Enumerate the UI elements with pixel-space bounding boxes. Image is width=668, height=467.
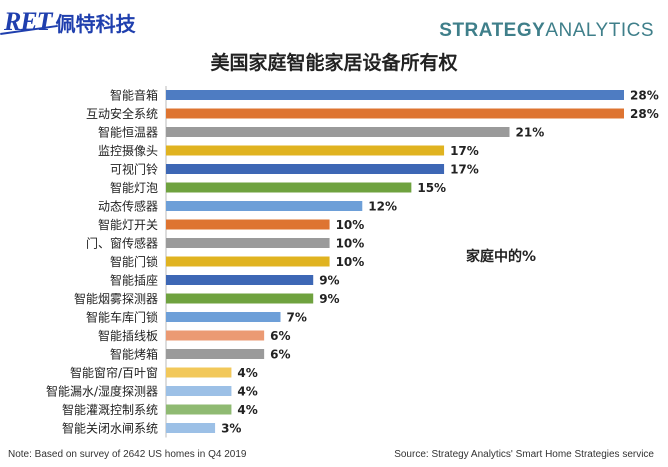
bar <box>166 312 281 322</box>
chart-title: 美国家庭智能家居设备所有权 <box>210 52 458 74</box>
bar <box>166 330 265 341</box>
bar <box>166 90 624 100</box>
value-label: 10% <box>336 255 365 269</box>
bar <box>166 201 363 211</box>
logo-text: 佩特科技 <box>55 11 136 36</box>
value-label: 4% <box>237 366 257 380</box>
category-label: 智能插线板 <box>98 328 158 343</box>
brand-part2: ANALYTICS <box>545 20 654 41</box>
bar <box>166 238 330 248</box>
value-label: 7% <box>287 311 307 325</box>
category-label: 互动安全系统 <box>86 106 158 121</box>
source-note: Source: Strategy Analytics' Smart Home S… <box>394 449 654 460</box>
category-label: 智能插座 <box>110 273 158 288</box>
category-label: 智能灯泡 <box>110 180 158 195</box>
logo-mark: RET <box>4 7 53 36</box>
value-label: 6% <box>270 329 290 343</box>
category-label: 动态传感器 <box>98 199 158 214</box>
category-label: 监控摄像头 <box>98 143 158 158</box>
value-label: 4% <box>237 385 257 399</box>
category-label: 智能窗帘/百叶窗 <box>70 365 158 380</box>
bar <box>166 127 510 137</box>
bar <box>166 219 330 230</box>
category-label: 智能灯开关 <box>98 217 158 232</box>
category-label: 智能关闭水闸系统 <box>62 421 158 436</box>
brand-wordmark: STRATEGYANALYTICS <box>439 20 654 42</box>
category-label: 门、窗传感器 <box>86 236 158 251</box>
value-label: 21% <box>516 126 545 140</box>
category-label: 智能烟雾探测器 <box>74 291 158 306</box>
value-label: 17% <box>450 144 479 158</box>
bar <box>166 293 314 304</box>
value-label: 9% <box>319 274 339 288</box>
category-label: 智能烤箱 <box>110 347 158 362</box>
company-logo: RET 佩特科技 <box>4 2 136 42</box>
category-label: 智能灌溉控制系统 <box>62 402 158 417</box>
value-label: 28% <box>630 89 659 103</box>
value-label: 9% <box>319 292 339 306</box>
bar <box>166 386 232 396</box>
bar <box>166 404 232 415</box>
bar <box>166 349 265 359</box>
value-label: 6% <box>270 348 290 362</box>
value-label: 10% <box>336 218 365 232</box>
bar <box>166 164 445 174</box>
category-label: 智能恒温器 <box>98 125 158 140</box>
bar <box>166 182 412 193</box>
category-label: 可视门铃 <box>110 162 158 177</box>
unit-label: 家庭中的% <box>466 249 537 265</box>
value-label: 28% <box>630 107 659 121</box>
category-label: 智能门锁 <box>110 254 158 269</box>
value-label: 3% <box>221 422 241 436</box>
bar <box>166 367 232 378</box>
category-label: 智能音箱 <box>110 88 158 103</box>
brand-part1: STRATEGY <box>439 20 546 41</box>
value-label: 12% <box>368 200 397 214</box>
bar <box>166 275 314 285</box>
value-label: 10% <box>336 237 365 251</box>
bar <box>166 108 624 119</box>
value-label: 4% <box>237 403 257 417</box>
bar <box>166 256 330 267</box>
category-label: 智能漏水/湿度探测器 <box>46 384 158 399</box>
value-label: 17% <box>450 163 479 177</box>
value-label: 15% <box>417 181 446 195</box>
bar <box>166 145 445 156</box>
footnote: Note: Based on survey of 2642 US homes i… <box>8 449 247 460</box>
category-label: 智能车库门锁 <box>86 310 158 325</box>
bar <box>166 423 216 433</box>
